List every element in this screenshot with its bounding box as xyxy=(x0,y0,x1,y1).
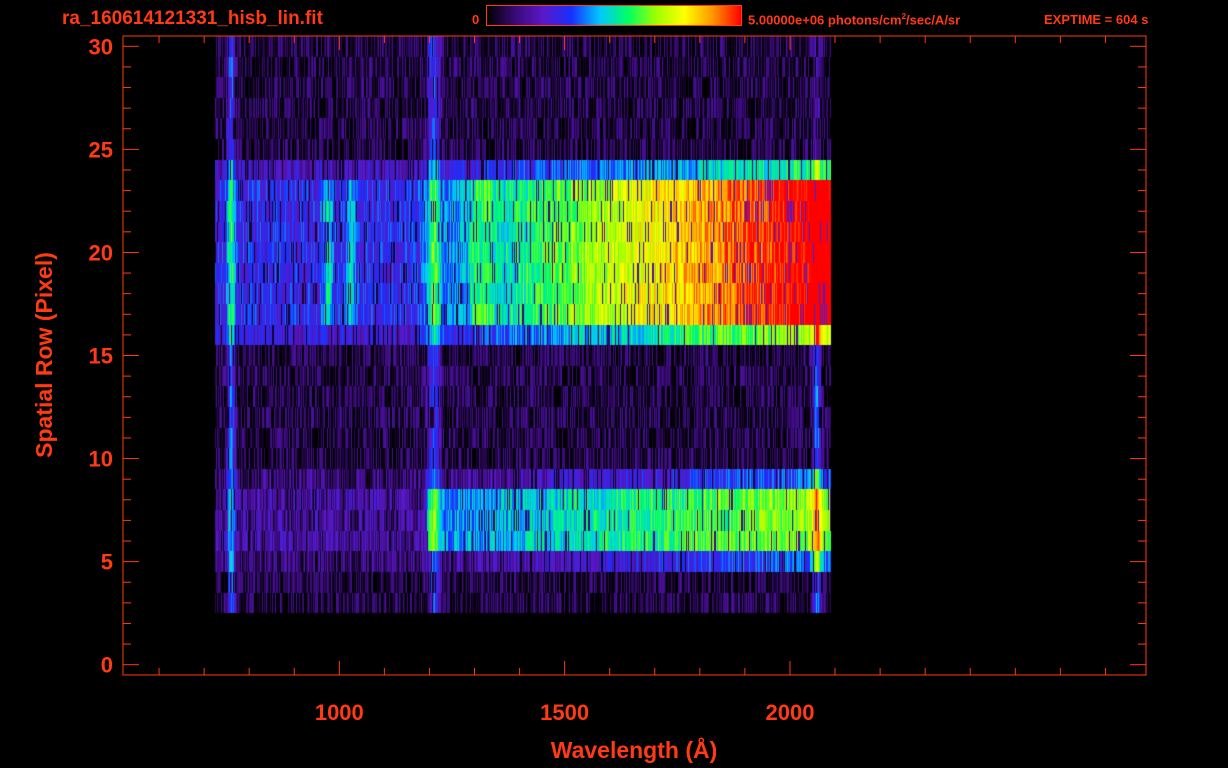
y-axis-title: Spatial Row (Pixel) xyxy=(31,252,57,458)
colorbar-min-label: 0 xyxy=(472,12,480,27)
y-tick-label: 30 xyxy=(89,34,113,59)
y-tick-label: 25 xyxy=(89,137,113,162)
colorbar xyxy=(486,5,742,26)
exptime-label: EXPTIME = 604 s xyxy=(1044,12,1149,27)
y-tick-label: 10 xyxy=(89,447,113,472)
x-axis-title: Wavelength (Å) xyxy=(551,736,718,763)
colorbar-max-label: 5.00000e+06 photons/cm2/sec/A/sr xyxy=(748,12,961,28)
heatmap-image xyxy=(123,36,1146,675)
x-tick-label: 1500 xyxy=(540,700,589,725)
y-tick-label: 5 xyxy=(101,550,113,575)
x-tick-label: 2000 xyxy=(766,700,815,725)
y-tick-label: 0 xyxy=(101,653,113,678)
x-tick-label: 1000 xyxy=(315,700,364,725)
y-tick-label: 15 xyxy=(89,344,113,369)
file-title: ra_160614121331_hisb_lin.fit xyxy=(62,8,323,29)
y-tick-label: 20 xyxy=(89,240,113,265)
